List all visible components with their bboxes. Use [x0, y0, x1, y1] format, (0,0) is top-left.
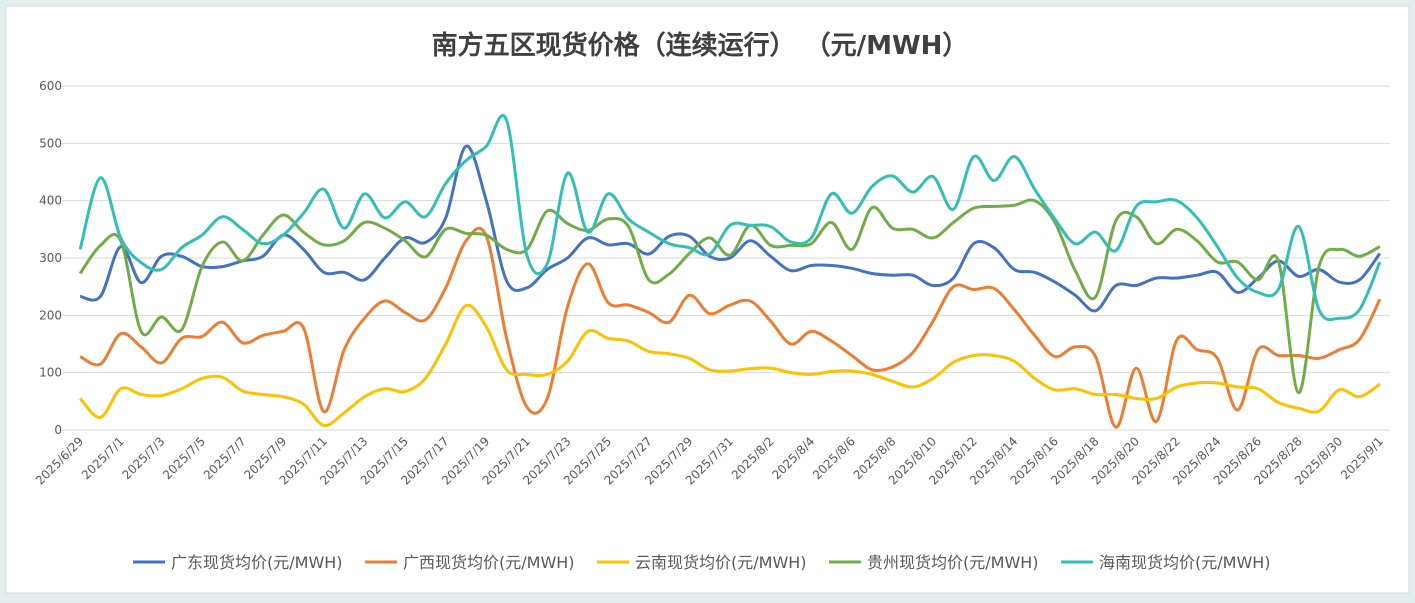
legend-label: 广东现货均价(元/MWH): [171, 553, 343, 572]
chart-area: [5, 5, 1410, 594]
y-tick-label: 400: [39, 194, 62, 208]
y-tick-label: 500: [39, 136, 62, 150]
legend-label: 贵州现货均价(元/MWH): [867, 553, 1039, 572]
legend-label: 海南现货均价(元/MWH): [1099, 553, 1271, 572]
legend-label: 云南现货均价(元/MWH): [635, 553, 807, 572]
y-tick-label: 100: [39, 366, 62, 380]
y-tick-label: 600: [39, 79, 62, 93]
series-line: [79, 226, 1382, 429]
series-line: [79, 144, 1382, 313]
chart-title: 南方五区现货价格（连续运行） （元/MWH）: [432, 30, 969, 61]
legend-label: 广西现货均价(元/MWH): [403, 553, 575, 572]
y-tick-label: 0: [54, 423, 62, 437]
series-line: [78, 114, 1382, 322]
series-line: [79, 303, 1381, 427]
y-tick-label: 200: [39, 308, 62, 322]
y-tick-label: 300: [39, 251, 62, 265]
